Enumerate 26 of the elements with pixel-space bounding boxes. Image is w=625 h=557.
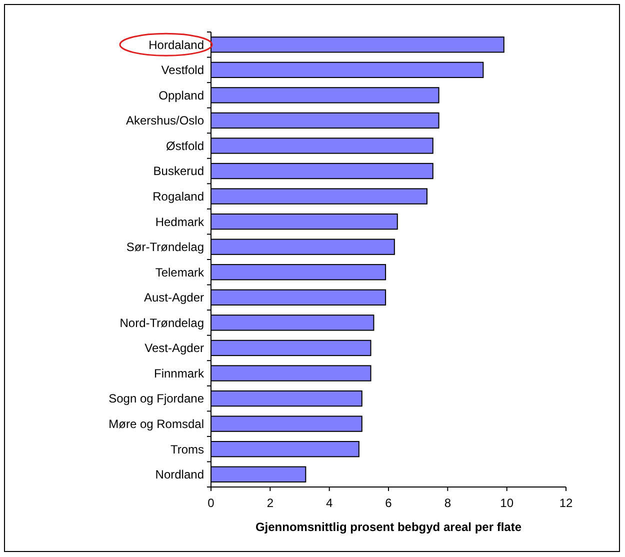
y-tick-label: Vestfold [161,63,204,78]
x-tick-label: 4 [326,496,333,510]
y-tick-label: Troms [170,442,204,456]
y-tick-label: Buskerud [153,164,204,178]
y-tick-label: Aust-Agder [144,290,204,305]
y-tick-label: Hedmark [155,214,205,229]
y-tick-label: Sogn og Fjordane [108,392,204,406]
y-tick-label: Vest-Agder [144,341,204,356]
y-tick-label: Oppland [158,88,204,102]
y-tick-label: Sør-Trøndelag [126,240,204,254]
y-tick-label: Møre og Romsdal [108,417,204,432]
y-tick-label: Østfold [166,138,204,153]
x-axis-title: Gjennomsnittlig prosent bebgyd areal per flate [255,520,522,534]
y-tick-label: Hordaland [148,38,204,52]
y-tick-label: Akershus/Oslo [126,114,204,128]
x-tick-label: 10 [500,496,514,510]
x-tick-label: 6 [385,496,392,510]
y-tick-label: Nord-Trøndelag [120,316,204,330]
y-tick-label: Rogaland [152,190,204,204]
x-tick-label: 0 [208,496,215,510]
y-tick-label: Nordland [155,468,204,482]
x-tick-label: 2 [266,496,274,510]
x-tick-label: 12 [559,496,573,510]
y-tick-label: Telemark [155,265,205,280]
x-tick-label: 8 [444,496,452,510]
y-tick-label: Finnmark [154,366,205,380]
